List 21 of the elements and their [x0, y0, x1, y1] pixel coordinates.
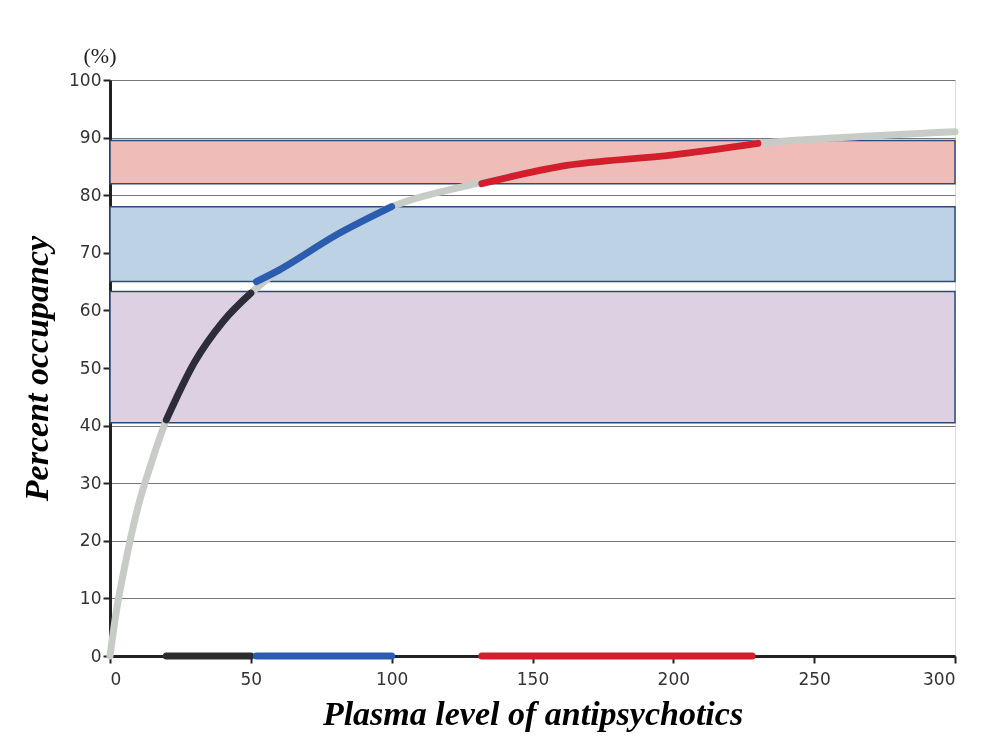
y-axis-title: Percent occupancy — [18, 234, 56, 503]
y-tick-label: 100 — [69, 69, 102, 90]
x-tick-label: 150 — [516, 668, 550, 689]
x-tick-label: 0 — [110, 668, 122, 689]
y-tick-label: 50 — [79, 357, 102, 378]
x-tick-label: 300 — [923, 668, 956, 689]
y-tick-label: 30 — [79, 472, 102, 493]
y-tick-label: 80 — [79, 184, 102, 205]
x-axis-title: Plasma level of antipsychotics — [321, 694, 744, 732]
x-tick-label: 250 — [798, 668, 831, 689]
x-tick-label: 200 — [657, 668, 691, 689]
y-tick-label: 0 — [90, 645, 102, 666]
y-tick-label: 90 — [79, 127, 102, 148]
y-tick-label: 40 — [79, 415, 102, 436]
y-tick-label: 70 — [79, 242, 102, 263]
text: (%) — [83, 43, 117, 68]
x-tick-label: 100 — [375, 668, 409, 689]
y-tick-label: 60 — [79, 299, 102, 320]
y-tick-label: 20 — [79, 530, 102, 551]
y-tick-label: 10 — [79, 587, 102, 608]
x-tick-label: 50 — [240, 668, 263, 689]
